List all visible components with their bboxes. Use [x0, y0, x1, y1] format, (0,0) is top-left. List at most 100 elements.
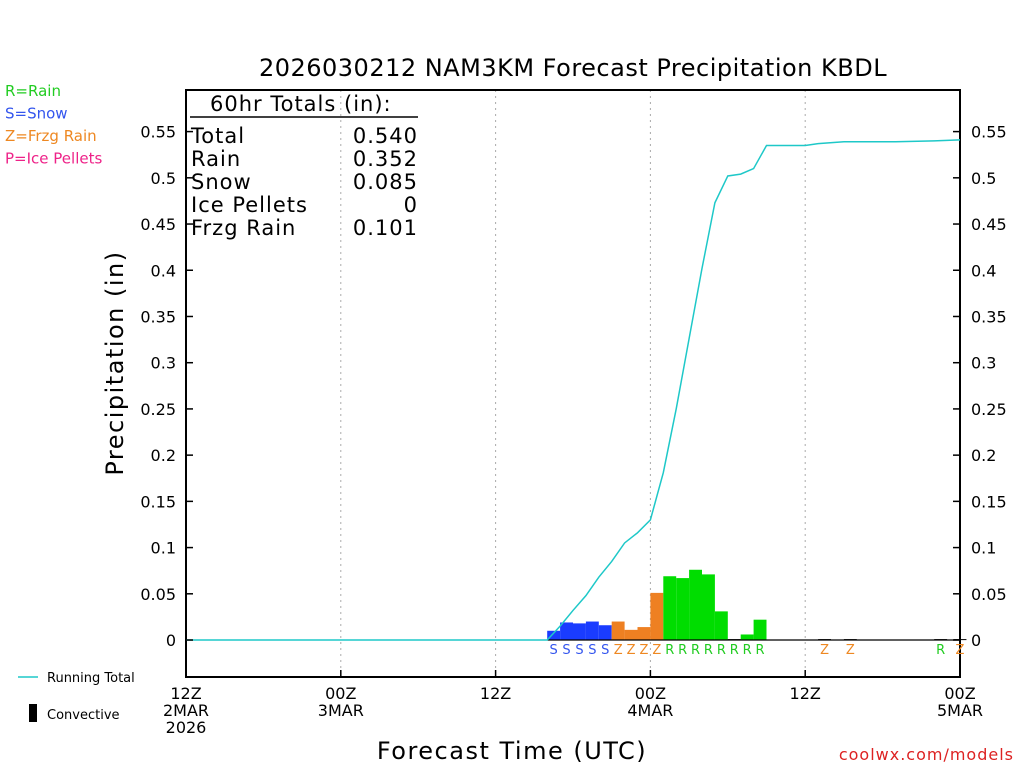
precip-bar-0	[547, 630, 561, 641]
totals-label-0: Total	[190, 124, 245, 148]
xtick-label-0-0: 12Z	[170, 684, 201, 703]
precip-bar-2	[573, 623, 586, 641]
legend-type-3: P=Ice Pellets	[5, 150, 102, 168]
precip-bar-3	[585, 621, 599, 641]
grid-lines	[340, 90, 806, 677]
precip-bar-1	[560, 622, 573, 641]
precip-bar-13	[714, 611, 728, 641]
precip-bar-9	[663, 576, 677, 641]
precip-bar-12	[702, 574, 715, 641]
xtick-label-1-1: 3MAR	[318, 701, 364, 720]
totals-value-3: 0	[404, 193, 418, 217]
ptype-letter-10: R	[678, 643, 687, 658]
plot-frame	[185, 89, 961, 678]
xtick-label-5-1: 5MAR	[937, 701, 983, 720]
ptype-letter-1: S	[562, 643, 570, 658]
xtick-label-0-2: 2026	[166, 718, 207, 737]
ytick-left-label-7: 0.35	[140, 307, 176, 326]
precip-bars	[547, 569, 967, 641]
ytick-right-label-3: 0.15	[971, 492, 1007, 511]
totals-label-4: Frzg Rain	[191, 216, 296, 240]
legend-type-2: Z=Frzg Rain	[5, 127, 97, 145]
precip-bar-10	[676, 578, 690, 641]
line-legend: Running Total Convective	[18, 671, 135, 723]
ptype-letter-16: R	[756, 643, 765, 658]
credit-link[interactable]: coolwx.com/models	[839, 745, 1014, 764]
ptype-letter-4: S	[601, 643, 609, 658]
running-total-line	[186, 139, 961, 641]
xtick-label-1-0: 00Z	[325, 684, 356, 703]
ytick-left-label-9: 0.45	[140, 215, 176, 234]
precip-bar-11	[689, 569, 702, 641]
ptype-letter-6: Z	[627, 643, 636, 658]
ytick-right-label-5: 0.25	[971, 400, 1007, 419]
precip-bar-15	[740, 634, 754, 641]
ytick-right-label-6: 0.3	[971, 354, 996, 373]
x-axis-label: Forecast Time (UTC)	[377, 737, 647, 765]
ptype-letter-14: R	[730, 643, 739, 658]
precip-bar-8	[650, 592, 664, 641]
precip-type-legend: R=Rain S=Snow Z=Frzg Rain P=Ice Pellets	[5, 82, 102, 168]
ytick-left-label-4: 0.2	[151, 446, 176, 465]
ptype-letter-0: S	[550, 643, 558, 658]
ytick-right-label-4: 0.2	[971, 446, 996, 465]
ytick-left-label-10: 0.5	[151, 169, 176, 188]
totals-label-2: Snow	[191, 170, 252, 194]
totals-value-1: 0.352	[353, 147, 418, 171]
ptype-letter-8: Z	[652, 643, 661, 658]
ptype-letter-9: R	[665, 643, 674, 658]
totals-box: 60hr Totals (in): Total 0.540 Rain 0.352 Sno…	[190, 92, 418, 240]
precip-bar-4	[598, 625, 612, 641]
ptype-letter-20: Z	[956, 643, 965, 658]
precip-bar-6	[624, 629, 638, 641]
totals-value-4: 0.101	[353, 216, 418, 240]
y-axis-right: 0 0.05 0.1 0.15 0.2 0.25 0.3 0.35 0.4 0.45 0.5 0.55	[953, 123, 1007, 650]
ytick-left-label-3: 0.15	[140, 492, 176, 511]
ptype-letter-11: R	[691, 643, 700, 658]
xtick-label-4-0: 12Z	[790, 684, 821, 703]
y-axis-left: 0 0.05 0.1 0.15 0.2 0.25 0.3 0.35 0.4 0.45 0.5 0.55	[140, 123, 193, 650]
ptype-letter-18: Z	[846, 643, 855, 658]
ytick-left-label-0: 0	[166, 631, 176, 650]
ytick-left-label-1: 0.05	[140, 585, 176, 604]
ptype-letter-12: R	[704, 643, 713, 658]
ptype-letter-13: R	[717, 643, 726, 658]
legend-convective-label: Convective	[47, 708, 120, 723]
ptype-letter-7: Z	[639, 643, 648, 658]
ptype-letter-5: Z	[614, 643, 623, 658]
xtick-label-3-0: 00Z	[635, 684, 666, 703]
precip-bar-7	[637, 627, 651, 641]
totals-header: 60hr Totals (in):	[210, 92, 392, 116]
ytick-right-label-8: 0.4	[971, 261, 996, 280]
precip-bar-16	[753, 619, 767, 641]
xtick-label-5-0: 00Z	[944, 684, 975, 703]
ytick-left-label-5: 0.25	[140, 400, 176, 419]
legend-running-total-label: Running Total	[47, 671, 135, 686]
legend-type-1: S=Snow	[5, 105, 68, 123]
ytick-left-label-2: 0.1	[151, 539, 176, 558]
y-axis-label: Precipitation (in)	[101, 250, 129, 475]
chart-title: 2026030212 NAM3KM Forecast Precipitation…	[259, 54, 887, 82]
ytick-right-label-7: 0.35	[971, 307, 1007, 326]
ytick-right-label-0: 0	[971, 631, 981, 650]
ytick-left-label-6: 0.3	[151, 354, 176, 373]
ptype-letter-3: S	[588, 643, 596, 658]
totals-value-0: 0.540	[353, 124, 418, 148]
ytick-right-label-11: 0.55	[971, 123, 1007, 142]
legend-type-0: R=Rain	[5, 82, 61, 100]
ptype-letter-15: R	[743, 643, 752, 658]
ptype-letter-2: S	[575, 643, 583, 658]
totals-value-2: 0.085	[353, 170, 418, 194]
xtick-label-3-1: 4MAR	[627, 701, 673, 720]
ytick-right-label-9: 0.45	[971, 215, 1007, 234]
ytick-left-label-8: 0.4	[151, 261, 176, 280]
ytick-right-label-1: 0.05	[971, 585, 1007, 604]
ytick-right-label-10: 0.5	[971, 169, 996, 188]
ytick-right-label-2: 0.1	[971, 539, 996, 558]
ytick-left-label-11: 0.55	[140, 123, 176, 142]
ptype-letter-19: R	[936, 643, 945, 658]
xtick-label-0-1: 2MAR	[163, 701, 209, 720]
